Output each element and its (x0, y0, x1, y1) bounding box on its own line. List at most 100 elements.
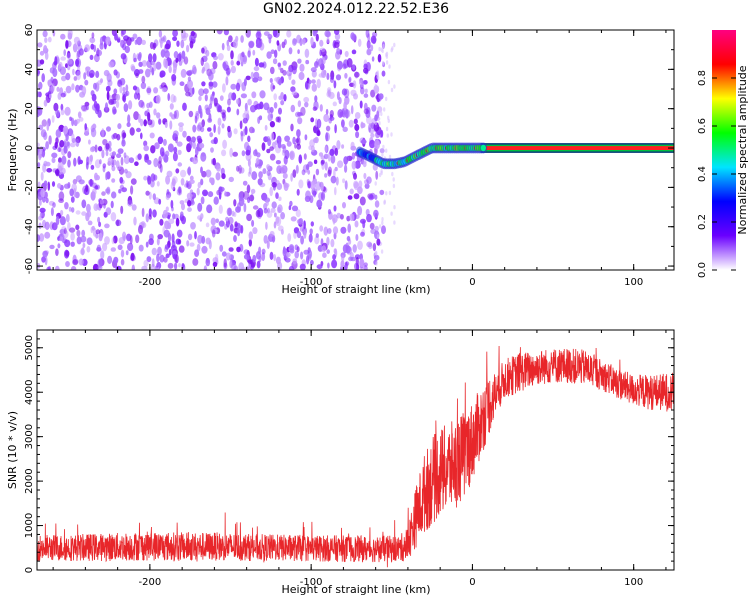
heatmap-noise-cell (40, 171, 44, 181)
heatmap-noise-cell (60, 92, 66, 98)
heatmap-noise-cell (116, 153, 122, 158)
heatmap-noise-cell (280, 100, 285, 106)
heatmap-noise-cell (316, 199, 323, 208)
heatmap-noise-cell (275, 192, 279, 200)
heatmap-noise-cell (387, 79, 391, 85)
heatmap-noise-cell (37, 106, 43, 116)
heatmap-noise-cell (327, 209, 332, 215)
heatmap-noise-cell (90, 43, 95, 50)
heatmap-noise-cell (98, 221, 102, 228)
heatmap-noise-cell (189, 40, 194, 49)
heatmap-noise-cell (117, 244, 123, 251)
heatmap-noise-cell (282, 60, 287, 66)
heatmap-noise-cell (319, 49, 323, 57)
colorbar-ticks: 0.0 0.2 0.4 0.6 0.8 (697, 70, 736, 278)
heatmap-noise-cell (330, 238, 335, 248)
heatmap-noise-cell (319, 39, 324, 47)
heatmap-noise-cell (257, 76, 263, 82)
heatmap-noise-cell (315, 33, 319, 42)
heatmap-noise-cell (294, 142, 297, 149)
heatmap-noise-cell (255, 31, 262, 40)
colorbar-tick-label: 0.8 (697, 70, 708, 86)
heatmap-noise-cell (91, 225, 95, 231)
heatmap-noise-cell (164, 121, 168, 128)
heatmap-noise-cell (168, 249, 172, 256)
heatmap-noise-cell (45, 161, 51, 167)
heatmap-noise-cell (107, 255, 113, 264)
heatmap-noise-cell (385, 60, 389, 65)
heatmap-noise-cell (381, 225, 386, 235)
heatmap-noise-cell (339, 214, 344, 220)
heatmap-noise-cell (192, 157, 199, 165)
heatmap-noise-cell (388, 154, 392, 160)
heatmap-noise-cell (308, 233, 313, 243)
heatmap-noise-cell (53, 102, 59, 112)
heatmap-noise-cell (123, 103, 129, 113)
heatmap-noise-cell (186, 192, 193, 200)
heatmap-noise-cell (206, 204, 213, 214)
heatmap-noise-cell (59, 140, 65, 148)
heatmap-noise-cell (95, 49, 103, 57)
heatmap-noise-cell (225, 252, 231, 261)
heatmap-noise-cell (267, 207, 270, 214)
heatmap-noise-cell (269, 106, 274, 114)
heatmap-noise-cell (120, 249, 125, 258)
heatmap-noise-cell (345, 245, 351, 254)
heatmap-noise-cell (312, 106, 318, 111)
heatmap-noise-cell (307, 181, 311, 189)
heatmap-noise-cell (297, 117, 303, 125)
heatmap-noise-cell (62, 125, 69, 135)
heatmap-noise-cell (302, 38, 306, 45)
heatmap-noise-cell (274, 49, 278, 58)
heatmap-noise-cell (176, 229, 183, 238)
heatmap-noise-cell (89, 178, 93, 187)
heatmap-noise-cell (248, 40, 255, 48)
heatmap-noise-cell (198, 104, 202, 114)
heatmap-noise-cell (197, 202, 203, 212)
heatmap-noise-cell (363, 80, 368, 85)
heatmap-noise-cell (344, 180, 348, 190)
heatmap-noise-cell (121, 95, 125, 102)
heatmap-noise-cell (42, 219, 47, 229)
heatmap-noise-cell (205, 107, 211, 115)
heatmap-noise-cell (207, 127, 212, 132)
heatmap-noise-cell (43, 180, 48, 187)
heatmap-noise-cell (350, 141, 355, 150)
heatmap-noise-cell (119, 176, 124, 184)
heatmap-noise-cell (42, 250, 49, 258)
heatmap-noise-cell (369, 139, 376, 149)
heatmap-noise-cell (101, 191, 106, 196)
heatmap-noise-cell (291, 91, 298, 96)
heatmap-noise-cell (228, 247, 234, 252)
heatmap-noise-cell (219, 244, 224, 252)
heatmap-noise-cell (344, 72, 348, 79)
heatmap-noise-cell (324, 30, 331, 38)
heatmap-noise-cell (292, 136, 296, 145)
heatmap-noise-cell (195, 110, 200, 116)
heatmap-noise-cell (68, 206, 72, 212)
heatmap-noise-cell (42, 196, 46, 203)
heatmap-noise-cell (228, 35, 233, 43)
x-tick-label: 0 (469, 577, 475, 588)
heatmap-noise-cell (37, 42, 43, 48)
heatmap-noise-cell (374, 194, 378, 200)
heatmap-noise-cell (57, 147, 61, 152)
heatmap-noise-cell (130, 252, 135, 261)
heatmap-noise-cell (84, 101, 90, 107)
heatmap-noise-cell (275, 116, 280, 123)
heatmap-noise-cell (133, 57, 137, 63)
heatmap-noise-cell (335, 74, 342, 81)
heatmap-noise-cell (70, 232, 75, 241)
heatmap-noise-cell (105, 207, 112, 216)
heatmap-noise-cell (325, 108, 329, 115)
x-tick-label: 0 (469, 277, 475, 288)
snr-frame (36, 329, 675, 571)
heatmap-noise-cell (152, 209, 156, 216)
heatmap-noise-cell (326, 236, 330, 246)
heatmap-noise-cell (255, 251, 262, 260)
heatmap-noise-cell (314, 95, 318, 103)
heatmap-noise-cell (172, 36, 178, 42)
heatmap-noise-cell (360, 139, 367, 145)
heatmap-noise-cell (178, 122, 184, 127)
